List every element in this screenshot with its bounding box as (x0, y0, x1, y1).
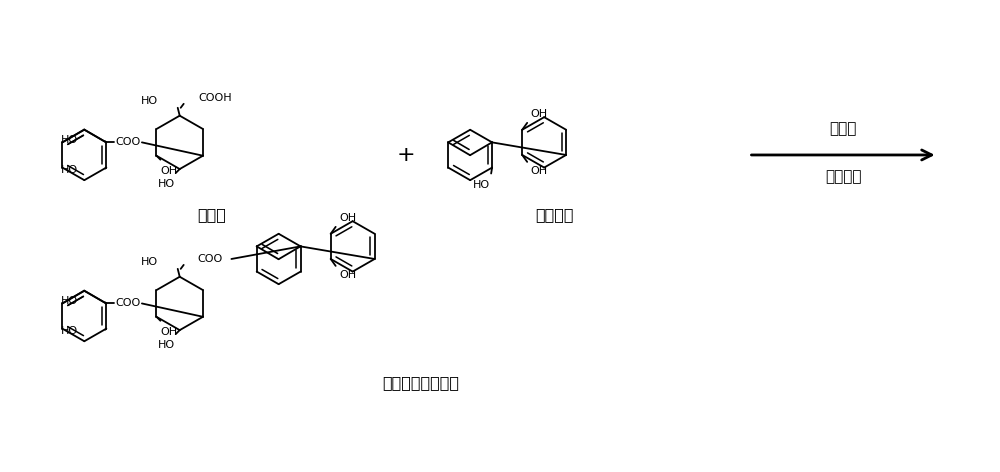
Text: OH: OH (161, 327, 178, 337)
Text: HO: HO (158, 179, 175, 189)
Text: OH: OH (161, 166, 178, 176)
Text: HO: HO (158, 340, 175, 350)
Text: HO: HO (141, 257, 158, 267)
Text: COO: COO (115, 137, 141, 147)
Text: HO: HO (141, 96, 158, 106)
Text: COO: COO (198, 254, 223, 264)
Text: +: + (396, 145, 415, 165)
Text: 离子液体: 离子液体 (825, 169, 861, 184)
Text: COOH: COOH (199, 93, 232, 103)
Text: 绿原酸白藜芦醇酯: 绿原酸白藜芦醇酯 (382, 375, 459, 390)
Text: OH: OH (339, 270, 356, 280)
Text: HO: HO (61, 326, 78, 336)
Text: OH: OH (531, 166, 548, 176)
Text: OH: OH (531, 109, 548, 119)
Text: HO: HO (473, 180, 490, 190)
Text: HO: HO (61, 165, 78, 175)
Text: 白藜芦醇: 白藜芦醇 (535, 207, 574, 222)
Text: OH: OH (339, 213, 356, 223)
Text: 绿原酸: 绿原酸 (197, 207, 226, 222)
Text: HO: HO (61, 296, 78, 306)
Text: COO: COO (115, 298, 141, 308)
Text: HO: HO (61, 135, 78, 145)
Text: 脂肪酶: 脂肪酶 (829, 121, 857, 136)
